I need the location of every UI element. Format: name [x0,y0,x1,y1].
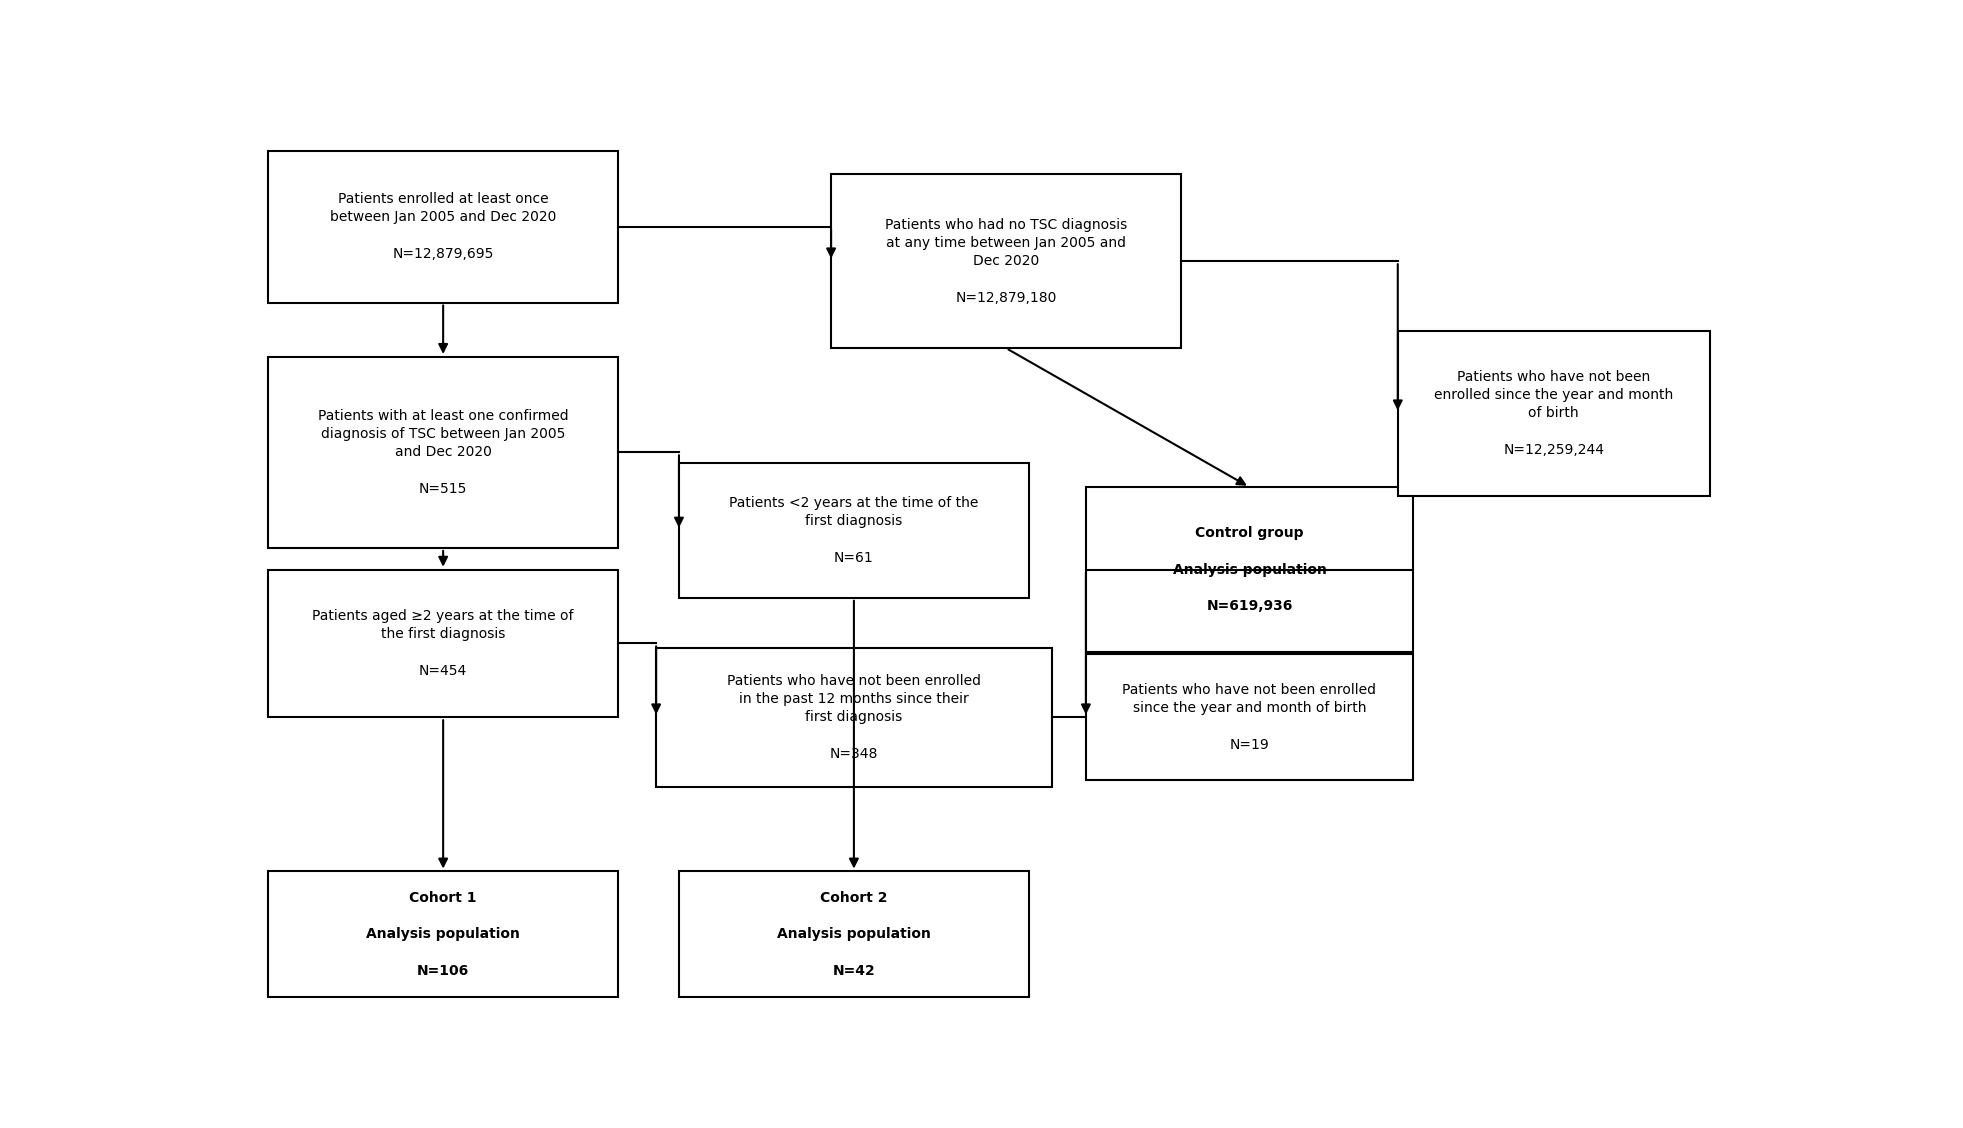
Text: in the past 12 months since their: in the past 12 months since their [738,693,970,706]
Text: Patients with at least one confirmed: Patients with at least one confirmed [318,409,569,423]
Text: N=12,259,244: N=12,259,244 [1504,443,1604,457]
Text: at any time between Jan 2005 and: at any time between Jan 2005 and [885,236,1127,250]
Text: N=19: N=19 [1229,738,1270,751]
FancyBboxPatch shape [269,872,618,997]
FancyBboxPatch shape [679,464,1029,598]
Text: Cohort 2: Cohort 2 [821,891,887,905]
Text: Patients enrolled at least once: Patients enrolled at least once [338,192,548,206]
Text: the first diagnosis: the first diagnosis [381,627,504,642]
FancyBboxPatch shape [830,175,1182,349]
Text: between Jan 2005 and Dec 2020: between Jan 2005 and Dec 2020 [330,211,556,224]
Text: Patients who have not been enrolled: Patients who have not been enrolled [726,673,982,688]
Text: enrolled since the year and month: enrolled since the year and month [1435,388,1672,402]
Text: first diagnosis: first diagnosis [805,711,903,724]
Text: since the year and month of birth: since the year and month of birth [1133,702,1366,715]
Text: Dec 2020: Dec 2020 [974,254,1038,268]
Text: diagnosis of TSC between Jan 2005: diagnosis of TSC between Jan 2005 [322,428,565,441]
Text: N=61: N=61 [834,550,874,565]
Text: Cohort 1: Cohort 1 [410,891,477,905]
Text: Patients who have not been enrolled: Patients who have not been enrolled [1123,682,1376,697]
Text: Analysis population: Analysis population [777,927,930,942]
FancyBboxPatch shape [269,356,618,548]
Text: N=619,936: N=619,936 [1205,599,1294,614]
Text: Patients who have not been: Patients who have not been [1457,370,1651,384]
Text: N=454: N=454 [418,663,467,678]
FancyBboxPatch shape [269,150,618,302]
Text: N=106: N=106 [416,964,469,978]
Text: Patients <2 years at the time of the: Patients <2 years at the time of the [728,496,980,510]
Text: Analysis population: Analysis population [1172,563,1327,576]
FancyBboxPatch shape [269,570,618,717]
Text: Patients aged ≥2 years at the time of: Patients aged ≥2 years at the time of [312,609,573,623]
FancyBboxPatch shape [656,647,1052,787]
Text: N=348: N=348 [830,747,877,760]
Text: N=42: N=42 [832,964,875,978]
Text: Analysis population: Analysis population [367,927,520,942]
FancyBboxPatch shape [1398,331,1710,496]
Text: Patients who had no TSC diagnosis: Patients who had no TSC diagnosis [885,218,1127,232]
Text: N=12,879,695: N=12,879,695 [393,247,495,261]
FancyBboxPatch shape [679,872,1029,997]
FancyBboxPatch shape [1086,654,1413,781]
Text: Control group: Control group [1195,526,1303,540]
Text: of birth: of birth [1529,406,1578,421]
Text: first diagnosis: first diagnosis [805,514,903,528]
Text: N=12,879,180: N=12,879,180 [956,291,1056,305]
Text: N=515: N=515 [418,482,467,496]
Text: and Dec 2020: and Dec 2020 [395,446,491,459]
FancyBboxPatch shape [1086,487,1413,652]
